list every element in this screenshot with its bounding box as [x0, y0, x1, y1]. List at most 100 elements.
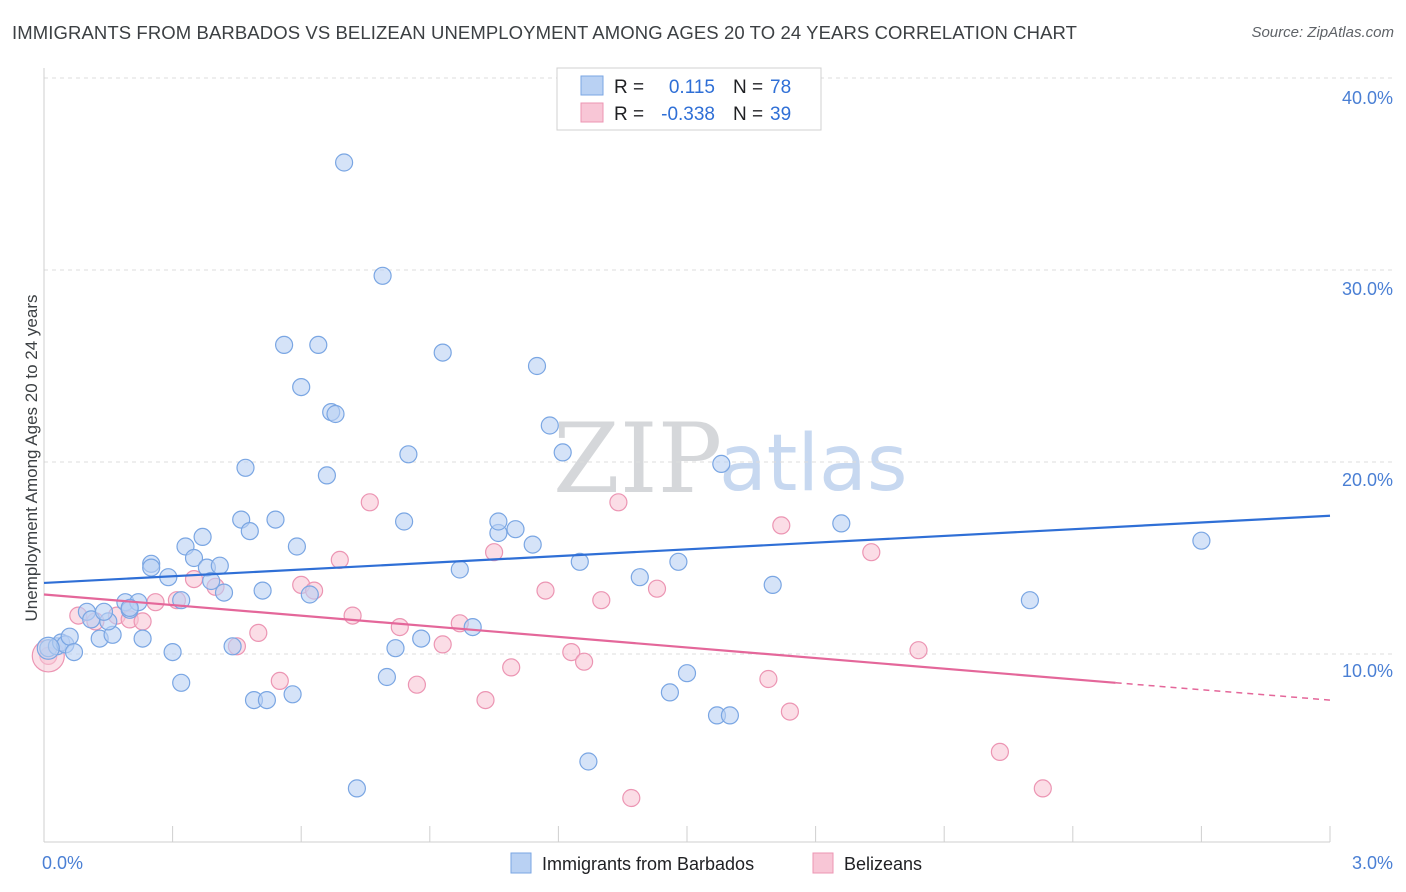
barbados-point: [395, 512, 414, 531]
barbados-point: [214, 583, 234, 602]
barbados-point: [275, 335, 294, 354]
barbados-point: [202, 571, 221, 591]
belizeans-point: [390, 617, 409, 637]
belizeans-point: [485, 543, 504, 562]
barbados-point: [142, 558, 161, 577]
barbados-point: [253, 581, 272, 600]
belizeans-point: [343, 606, 362, 625]
barbados-point: [527, 356, 547, 376]
barbados-point: [712, 454, 731, 473]
source-label: Source: ZipAtlas.com: [1251, 24, 1394, 41]
barbados-point: [1020, 591, 1040, 610]
barbados-point: [399, 445, 418, 464]
barbados-point: [630, 568, 649, 587]
belizeans-point: [476, 690, 495, 710]
y-tick-label-30: 30.0%: [1342, 279, 1393, 299]
belizeans-point: [759, 669, 778, 689]
chart-title: IMMIGRANTS FROM BARBADOS VS BELIZEAN UNE…: [12, 22, 1078, 43]
belizeans-point: [270, 671, 289, 691]
barbados-point: [257, 690, 276, 710]
barbados-point: [386, 639, 405, 658]
barbados-point: [223, 637, 242, 656]
barbados-point: [832, 514, 851, 533]
belizeans-point: [909, 641, 928, 660]
barbados-point: [326, 404, 345, 424]
barbados-point: [412, 629, 431, 648]
barbados-point: [1192, 531, 1211, 550]
barbados-point: [450, 560, 469, 579]
barbados-point: [317, 466, 336, 485]
barbados-point: [163, 642, 182, 662]
barbados-point: [553, 443, 572, 462]
legend-n-value-pink: 39: [770, 104, 791, 125]
barbados-point: [377, 667, 396, 687]
y-tick-label-10: 10.0%: [1342, 661, 1393, 681]
barbados-point: [669, 552, 688, 571]
barbados-point: [463, 617, 482, 637]
bottom-legend-swatch-pink: [812, 852, 834, 874]
barbados-point: [300, 585, 319, 604]
belizeans-point: [502, 658, 521, 677]
belizeans-point: [574, 652, 594, 671]
barbados-point: [133, 629, 152, 648]
barbados-point: [64, 642, 84, 662]
barbados-point: [292, 378, 311, 397]
y-tick-label-20: 20.0%: [1342, 470, 1393, 490]
belizeans-point: [592, 591, 611, 610]
legend-n-label-pink: N =: [733, 104, 763, 125]
barbados-point: [309, 335, 328, 354]
barbados-point: [579, 752, 598, 771]
series-legend: Immigrants from Barbados Belizeans: [510, 852, 922, 874]
barbados-point: [94, 602, 114, 621]
barbados-point: [120, 598, 139, 618]
barbados-point: [210, 556, 229, 575]
belizeans-point: [780, 702, 800, 721]
barbados-point: [489, 512, 508, 531]
belizeans-point: [330, 550, 349, 570]
y-axis-label: Unemployment Among Ages 20 to 24 years: [22, 295, 41, 622]
barbados-point-cluster: [36, 636, 60, 660]
legend-swatch-blue: [580, 75, 604, 96]
barbados-point: [720, 706, 740, 725]
barbados-point: [540, 416, 559, 435]
barbados-point: [347, 779, 366, 798]
bottom-legend-swatch-blue: [510, 852, 532, 874]
barbados-trend-line: [43, 514, 1331, 585]
gridlines: [44, 77, 1393, 655]
legend-n-label-blue: N =: [733, 77, 763, 98]
belizeans-point: [249, 623, 268, 643]
legend-r-label-pink: R =: [614, 104, 644, 125]
belizeans-point: [647, 579, 667, 598]
barbados-point: [266, 510, 285, 529]
belizeans-trend-line: [43, 593, 1116, 684]
bottom-legend-label-belizeans: Belizeans: [844, 854, 922, 874]
legend-r-value-pink: -0.338: [661, 104, 715, 125]
belizeans-point: [536, 581, 555, 600]
belizeans-point: [1033, 779, 1052, 798]
y-tick-label-40: 40.0%: [1342, 88, 1393, 108]
bottom-legend-label-barbados: Immigrants from Barbados: [542, 854, 754, 874]
barbados-point: [677, 664, 697, 683]
belizeans-point: [622, 788, 641, 808]
barbados-point: [506, 520, 525, 539]
legend-r-value-blue: 0.115: [669, 77, 715, 98]
barbados-point: [172, 673, 191, 692]
belizeans-trend-extension: [1115, 682, 1331, 701]
watermark-zip: ZIP: [553, 403, 722, 515]
x-ticks: [43, 826, 1331, 842]
watermark-atlas: atlas: [719, 419, 908, 509]
barbados-point: [236, 458, 255, 477]
belizeans-point: [433, 635, 452, 654]
trend-lines: [43, 514, 1331, 701]
belizeans-point: [772, 516, 791, 535]
belizeans-point: [407, 675, 426, 694]
legend-n-value-blue: 78: [770, 77, 791, 98]
legend-r-label-blue: R =: [614, 77, 644, 98]
barbados-point: [373, 266, 392, 285]
belizeans-point: [360, 493, 379, 512]
stats-legend: R = 0.115 N = 78 R = -0.338 N = 39: [556, 67, 822, 131]
x-tick-label-3: 3.0%: [1352, 853, 1393, 873]
belizeans-point: [862, 543, 881, 562]
belizeans-point: [609, 493, 628, 512]
